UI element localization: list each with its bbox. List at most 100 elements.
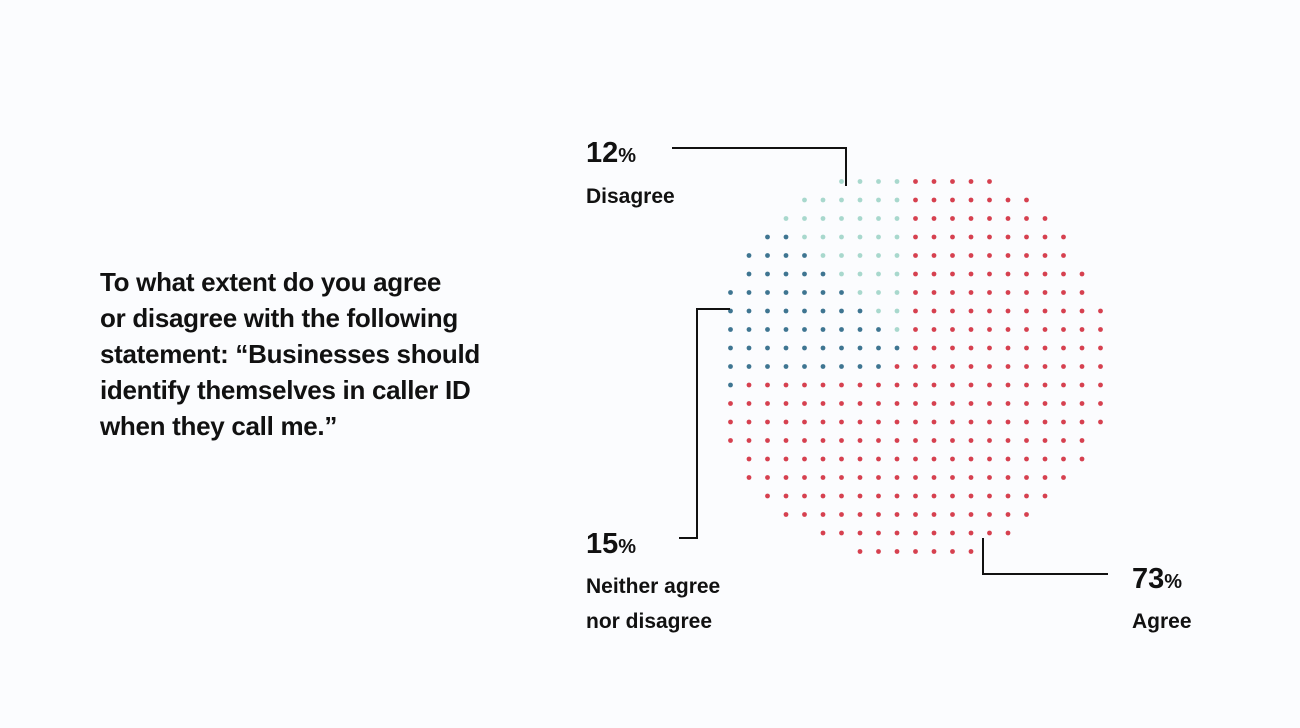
pie-dot-agree bbox=[950, 253, 955, 258]
pie-dot-agree bbox=[1024, 512, 1029, 517]
pie-dot-disagree bbox=[802, 216, 807, 221]
pie-dot-neither-agree-nor-disagree bbox=[820, 327, 826, 332]
pie-dot-neither-agree-nor-disagree bbox=[765, 253, 770, 258]
pie-dot-neither-agree-nor-disagree bbox=[839, 364, 844, 369]
pie-dot-disagree bbox=[802, 234, 807, 240]
pie-dot-agree bbox=[950, 382, 955, 388]
pie-dot-agree bbox=[931, 475, 937, 480]
pie-dot-disagree bbox=[839, 197, 844, 203]
pie-dot-agree bbox=[931, 234, 937, 240]
pie-dot-agree bbox=[1005, 456, 1011, 462]
pie-dot-agree bbox=[1024, 382, 1029, 388]
pie-dot-agree bbox=[783, 512, 789, 517]
pie-dot-agree bbox=[913, 475, 918, 480]
pie-dot-disagree bbox=[894, 290, 900, 295]
pie-dot-agree bbox=[1024, 308, 1029, 314]
pie-dot-agree bbox=[876, 419, 881, 425]
pie-dot-agree bbox=[820, 456, 826, 462]
pie-dot-agree bbox=[913, 216, 918, 221]
pie-dot-agree bbox=[950, 271, 955, 277]
pie-dot-neither-agree-nor-disagree bbox=[876, 345, 881, 351]
pie-dot-agree bbox=[1061, 253, 1066, 258]
agree-label: Agree bbox=[1132, 610, 1192, 633]
pie-dot-agree bbox=[1005, 308, 1011, 314]
pie-dot-agree bbox=[968, 253, 974, 258]
pie-dot-agree bbox=[765, 475, 770, 480]
pie-dot-disagree bbox=[894, 271, 900, 277]
pie-dot-agree bbox=[1005, 438, 1011, 443]
pie-dot-neither-agree-nor-disagree bbox=[876, 327, 881, 332]
pie-dot-agree bbox=[931, 253, 937, 258]
pie-dot-agree bbox=[1079, 290, 1085, 295]
pie-dot-agree bbox=[765, 401, 770, 406]
pie-dot-neither-agree-nor-disagree bbox=[820, 364, 826, 369]
pie-dot-agree bbox=[950, 179, 955, 184]
pie-dot-agree bbox=[839, 475, 844, 480]
pie-dot-disagree bbox=[839, 234, 844, 240]
pie-dot-agree bbox=[987, 271, 992, 277]
pie-dot-agree bbox=[987, 401, 992, 406]
pie-dot-agree bbox=[931, 456, 937, 462]
pie-dot-agree bbox=[913, 364, 918, 369]
disagree-percent: 12% bbox=[586, 137, 636, 169]
pie-dot-disagree bbox=[857, 179, 863, 184]
pie-dot-agree bbox=[802, 419, 807, 425]
pie-dot-agree bbox=[987, 197, 992, 203]
pie-dot-agree bbox=[968, 271, 974, 277]
pie-dot-agree bbox=[913, 345, 918, 351]
leader-line-disagree bbox=[672, 147, 847, 186]
pie-dot-agree bbox=[1005, 475, 1011, 480]
neither-label-line-2: nor disagree bbox=[586, 610, 712, 633]
pie-dot-agree bbox=[1079, 382, 1085, 388]
pie-dot-agree bbox=[987, 290, 992, 295]
pie-dot-agree bbox=[968, 493, 974, 499]
pie-dot-agree bbox=[931, 438, 937, 443]
pie-dot-agree bbox=[931, 549, 937, 554]
pie-dot-agree bbox=[1005, 401, 1011, 406]
pie-dot-agree bbox=[1079, 271, 1085, 277]
pie-dot-neither-agree-nor-disagree bbox=[728, 290, 733, 295]
pie-dot-agree bbox=[876, 475, 881, 480]
pie-dot-agree bbox=[820, 438, 826, 443]
pie-dot-agree bbox=[1061, 419, 1066, 425]
pie-dot-neither-agree-nor-disagree bbox=[746, 253, 752, 258]
pie-dot-neither-agree-nor-disagree bbox=[802, 364, 807, 369]
pie-dot-agree bbox=[913, 290, 918, 295]
pie-dot-agree bbox=[857, 419, 863, 425]
pie-dot-agree bbox=[1005, 530, 1011, 536]
pie-dot-agree bbox=[1079, 401, 1085, 406]
pie-dot-agree bbox=[1005, 290, 1011, 295]
pie-dot-agree bbox=[950, 549, 955, 554]
pie-dot-agree bbox=[894, 364, 900, 369]
pie-dot-agree bbox=[1061, 364, 1066, 369]
pie-dot-agree bbox=[968, 401, 974, 406]
pie-dot-agree bbox=[894, 493, 900, 499]
pie-dot-agree bbox=[1024, 253, 1029, 258]
pie-dot-neither-agree-nor-disagree bbox=[783, 364, 789, 369]
neither-label-line-1: Neither agree bbox=[586, 575, 720, 598]
pie-dot-agree bbox=[857, 438, 863, 443]
pie-dot-agree bbox=[968, 179, 974, 184]
pie-dot-disagree bbox=[857, 216, 863, 221]
pie-dot-agree bbox=[802, 456, 807, 462]
pie-dot-agree bbox=[968, 530, 974, 536]
survey-question: To what extent do you agree or disagree … bbox=[100, 264, 530, 444]
pie-dot-agree bbox=[876, 493, 881, 499]
pie-dot-agree bbox=[950, 530, 955, 536]
pie-dot-agree bbox=[1024, 327, 1029, 332]
pie-dot-agree bbox=[1024, 234, 1029, 240]
pie-dot-agree bbox=[1024, 290, 1029, 295]
pie-dot-agree bbox=[728, 419, 733, 425]
pie-dot-neither-agree-nor-disagree bbox=[765, 234, 770, 240]
pie-dot-disagree bbox=[876, 290, 881, 295]
pie-dot-agree bbox=[746, 456, 752, 462]
pie-dot-agree bbox=[950, 493, 955, 499]
pie-dot-agree bbox=[950, 419, 955, 425]
pie-dot-disagree bbox=[839, 216, 844, 221]
pie-dot-agree bbox=[894, 530, 900, 536]
question-line: identify themselves in caller ID bbox=[100, 375, 471, 405]
pie-dot-agree bbox=[1061, 271, 1066, 277]
pie-dot-agree bbox=[913, 456, 918, 462]
pie-dot-agree bbox=[987, 530, 992, 536]
pie-dot-agree bbox=[968, 197, 974, 203]
